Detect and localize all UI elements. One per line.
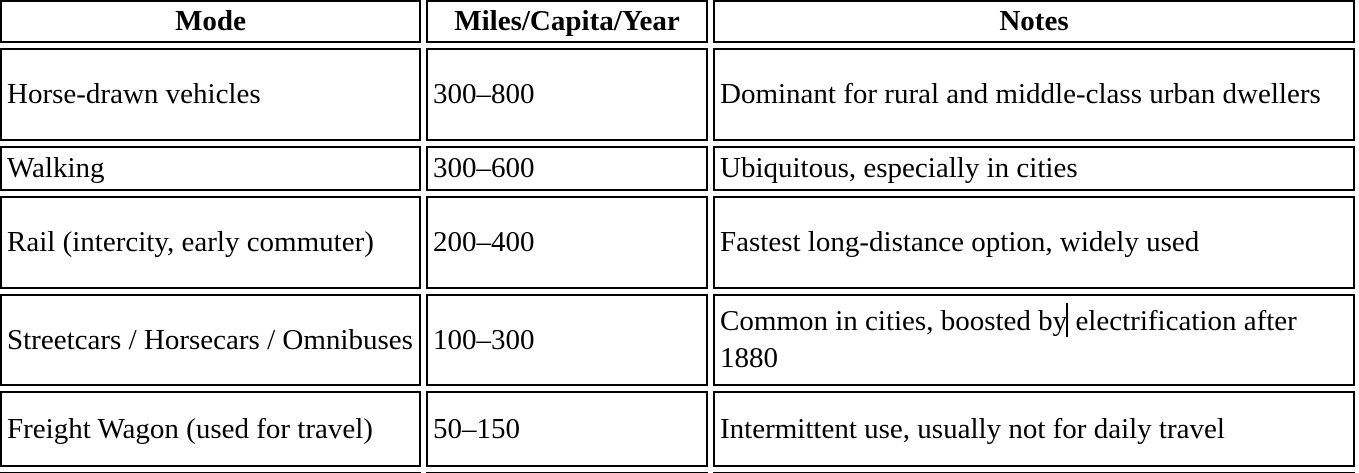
header-cell-mode[interactable]: Mode	[0, 0, 421, 43]
cell-notes[interactable]: Common in cities, boosted by electrifica…	[713, 294, 1355, 386]
mode-text: Freight Wagon (used for travel)	[7, 412, 373, 445]
miles-text: 50–150	[433, 412, 520, 445]
mode-text: Walking	[7, 152, 105, 184]
cell-mode[interactable]: Walking	[0, 146, 421, 191]
cell-mode[interactable]: Horse-drawn vehicles	[0, 48, 421, 141]
mode-text: Horse-drawn vehicles	[7, 78, 261, 110]
cell-mode[interactable]: Freight Wagon (used for travel)	[0, 391, 421, 467]
notes-text: Fastest long-distance option, widely use…	[720, 226, 1200, 258]
cell-miles[interactable]: 300–600	[426, 146, 708, 191]
miles-text: 300–600	[433, 152, 535, 184]
table-row: Streetcars / Horsecars / Omnibuses 100–3…	[0, 294, 1355, 386]
cell-notes[interactable]: Intermittent use, usually not for daily …	[713, 391, 1355, 467]
cell-notes[interactable]: Ubiquitous, especially in cities	[713, 146, 1355, 191]
header-cell-notes[interactable]: Notes	[713, 0, 1355, 43]
notes-text-after-caret: electrification after 1880	[720, 305, 1297, 374]
table-header-row: Mode Miles/Capita/Year Notes	[0, 0, 1355, 43]
cell-notes[interactable]: Fastest long-distance option, widely use…	[713, 196, 1355, 289]
cell-notes[interactable]: Dominant for rural and middle-class urba…	[713, 48, 1355, 141]
notes-text-before-caret: Common in cities, boosted by	[720, 305, 1068, 337]
cell-miles[interactable]: 50–150	[426, 391, 708, 467]
cell-mode[interactable]: Rail (intercity, early commuter)	[0, 196, 421, 289]
notes-text: Ubiquitous, especially in cities	[720, 152, 1078, 184]
table-row: Freight Wagon (used for travel) 50–150 I…	[0, 391, 1355, 467]
miles-text: 300–800	[433, 78, 535, 110]
cell-miles[interactable]: 100–300	[426, 294, 708, 386]
cell-mode[interactable]: Streetcars / Horsecars / Omnibuses	[0, 294, 421, 386]
mode-text: Rail (intercity, early commuter)	[7, 226, 374, 258]
cell-miles[interactable]: 300–800	[426, 48, 708, 141]
mode-text: Streetcars / Horsecars / Omnibuses	[7, 323, 413, 356]
header-label-mode: Mode	[175, 5, 246, 37]
header-label-miles: Miles/Capita/Year	[454, 5, 680, 37]
notes-text: Intermittent use, usually not for daily …	[720, 412, 1225, 445]
table-row: Rail (intercity, early commuter) 200–400…	[0, 196, 1355, 289]
header-cell-miles[interactable]: Miles/Capita/Year	[426, 0, 708, 43]
notes-text: Dominant for rural and middle-class urba…	[720, 78, 1321, 110]
miles-text: 100–300	[433, 323, 535, 356]
text-caret	[1066, 303, 1069, 337]
table-row: Walking 300–600 Ubiquitous, especially i…	[0, 146, 1355, 191]
table-row: Horse-drawn vehicles 300–800 Dominant fo…	[0, 48, 1355, 141]
header-label-notes: Notes	[999, 5, 1069, 37]
miles-text: 200–400	[433, 226, 535, 258]
cell-miles[interactable]: 200–400	[426, 196, 708, 289]
